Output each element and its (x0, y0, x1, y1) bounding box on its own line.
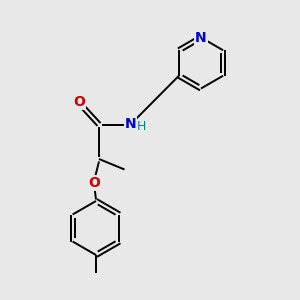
Text: H: H (137, 120, 147, 134)
Text: N: N (125, 118, 136, 131)
Text: O: O (74, 95, 86, 109)
Text: N: N (195, 31, 207, 44)
Text: O: O (88, 176, 101, 190)
